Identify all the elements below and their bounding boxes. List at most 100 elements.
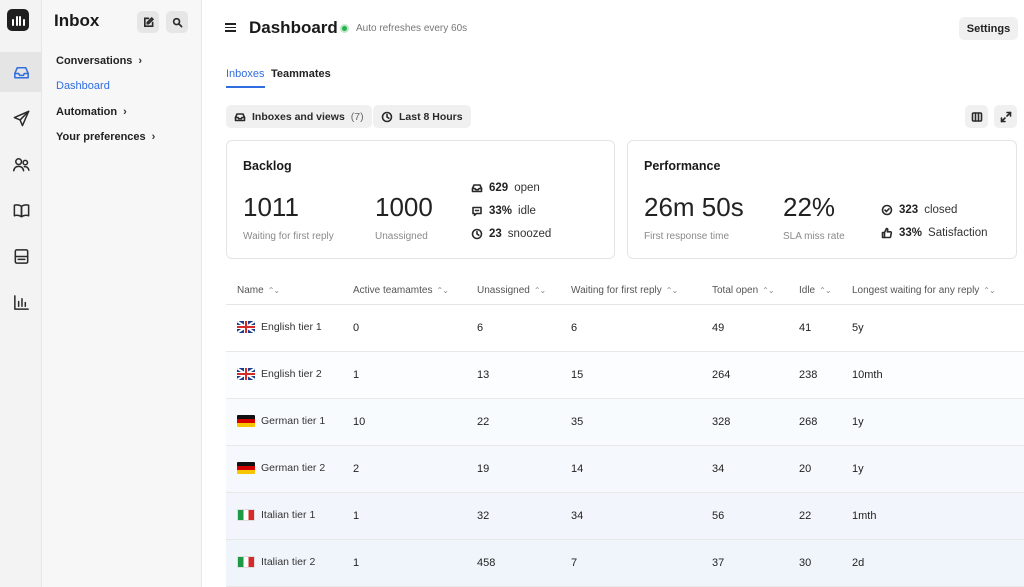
settings-button[interactable]: Settings [959,17,1018,40]
icon-rail [0,0,42,587]
row-name-cell: Italian tier 1 [237,509,315,521]
nav-item-your-preferences[interactable]: Your preferences › [56,131,156,143]
column-header-name[interactable]: Name ⌃⌄ [237,285,280,296]
rail-book-icon[interactable] [0,190,42,230]
cell-total-open: 264 [712,369,731,381]
cell-idle: 268 [799,416,818,428]
gb-flag-icon [237,368,255,380]
nav-item-dashboard[interactable]: Dashboard [56,80,110,92]
nav-item-automation[interactable]: Automation › [56,106,127,118]
chevron-right-icon: › [138,55,143,67]
dashboard-main: Dashboard Auto refreshes every 60s Setti… [202,0,1024,587]
table-row[interactable]: Italian tier 2 1 458 7 37 30 2d [226,540,1024,587]
cell-active: 0 [353,322,360,334]
clock-icon [471,228,483,240]
inboxes-filter-button[interactable]: Inboxes and views (7) [226,105,372,128]
time-range-button[interactable]: Last 8 Hours [373,105,471,128]
inbox-nav-panel: Inbox Conversations › Dashboard Automati… [42,0,202,587]
expand-icon [1000,111,1011,122]
column-header-total-open[interactable]: Total open ⌃⌄ [712,285,775,296]
cell-longest: 1mth [852,510,877,522]
it-flag-icon [237,509,255,521]
cell-idle: 20 [799,463,812,475]
compose-icon [143,16,154,27]
cell-waiting: 34 [571,510,584,522]
row-name-cell: English tier 1 [237,321,322,333]
row-name-cell: Italian tier 2 [237,556,315,568]
nav-item-conversations[interactable]: Conversations › [56,55,143,67]
sort-icon: ⌃⌄ [762,286,774,295]
sort-icon: ⌃⌄ [819,286,831,295]
menu-icon[interactable] [225,23,236,32]
unassigned-metric: 1000 Unassigned [375,192,433,242]
idle-stat: 33% idle [471,203,536,219]
nav-title: Inbox [54,11,100,30]
tab-inboxes[interactable]: Inboxes [226,68,265,88]
table-header: Name ⌃⌄ Active teamamtes ⌃⌄ Unassigned ⌃⌄ W… [226,276,1024,305]
performance-card: Performance 26m 50s First response time … [627,140,1017,259]
open-stat: 629 open [471,180,540,196]
cell-total-open: 56 [712,510,725,522]
cell-unassigned: 19 [477,463,490,475]
cell-waiting: 6 [571,322,578,334]
rail-inbox-icon[interactable] [0,52,42,92]
de-flag-icon [237,415,255,427]
table-row[interactable]: German tier 1 10 22 35 328 268 1y [226,399,1024,446]
row-name-cell: English tier 2 [237,368,322,380]
cell-waiting: 35 [571,416,584,428]
rail-send-icon[interactable] [0,98,42,138]
inbox-icon [471,184,483,193]
columns-button[interactable] [965,105,988,128]
table-row[interactable]: Italian tier 1 1 32 34 56 22 1mth [226,493,1024,540]
column-header-unassigned[interactable]: Unassigned ⌃⌄ [477,285,546,296]
column-header-longest-waiting[interactable]: Longest waiting for any reply ⌃⌄ [852,285,996,296]
check-circle-icon [881,204,893,216]
cell-active: 1 [353,510,360,522]
page-title: Dashboard [249,18,338,37]
chat-icon [472,206,482,217]
search-button[interactable] [166,11,188,33]
cell-idle: 22 [799,510,812,522]
fullscreen-button[interactable] [994,105,1017,128]
sort-icon: ⌃⌄ [665,286,678,295]
column-header-waiting[interactable]: Waiting for first reply ⌃⌄ [571,285,678,296]
rail-bar-chart-icon[interactable] [0,282,42,322]
cell-unassigned: 458 [477,557,496,569]
rail-people-icon[interactable] [0,144,42,184]
sla-metric: 22% SLA miss rate [783,192,845,242]
it-flag-icon [237,556,255,568]
live-status-icon [340,24,349,33]
table-row[interactable]: English tier 1 0 6 6 49 41 5y [226,305,1024,352]
compose-button[interactable] [137,11,159,33]
performance-title: Performance [644,159,721,173]
thumbs-up-icon [881,227,893,239]
column-header-idle[interactable]: Idle ⌃⌄ [799,285,832,296]
clock-icon [381,111,393,122]
cell-total-open: 49 [712,322,725,334]
cell-total-open: 328 [712,416,731,428]
cell-unassigned: 6 [477,322,484,334]
inbox-icon [234,112,246,121]
table-row[interactable]: German tier 2 2 19 14 34 20 1y [226,446,1024,493]
cell-idle: 238 [799,369,818,381]
sort-icon: ⌃⌄ [533,286,546,295]
cell-active: 1 [353,369,360,381]
sort-icon: ⌃⌄ [267,286,280,295]
cell-unassigned: 13 [477,369,490,381]
cell-total-open: 37 [712,557,725,569]
cell-waiting: 14 [571,463,584,475]
cell-waiting: 15 [571,369,584,381]
cell-active: 10 [353,416,366,428]
search-icon [172,17,182,27]
cell-unassigned: 32 [477,510,490,522]
rail-report-icon[interactable] [0,236,42,276]
first-response-metric: 26m 50s First response time [644,192,744,242]
column-header-active-teammates[interactable]: Active teamamtes ⌃⌄ [353,285,449,296]
tab-teammates[interactable]: Teammates [271,68,331,80]
row-name-cell: German tier 1 [237,415,325,427]
gb-flag-icon [237,321,255,333]
refresh-note: Auto refreshes every 60s [356,23,468,34]
intercom-logo-icon[interactable] [7,9,29,31]
table-row[interactable]: English tier 2 1 13 15 264 238 10mth [226,352,1024,399]
waiting-metric: 1011 Waiting for first reply [243,192,334,242]
